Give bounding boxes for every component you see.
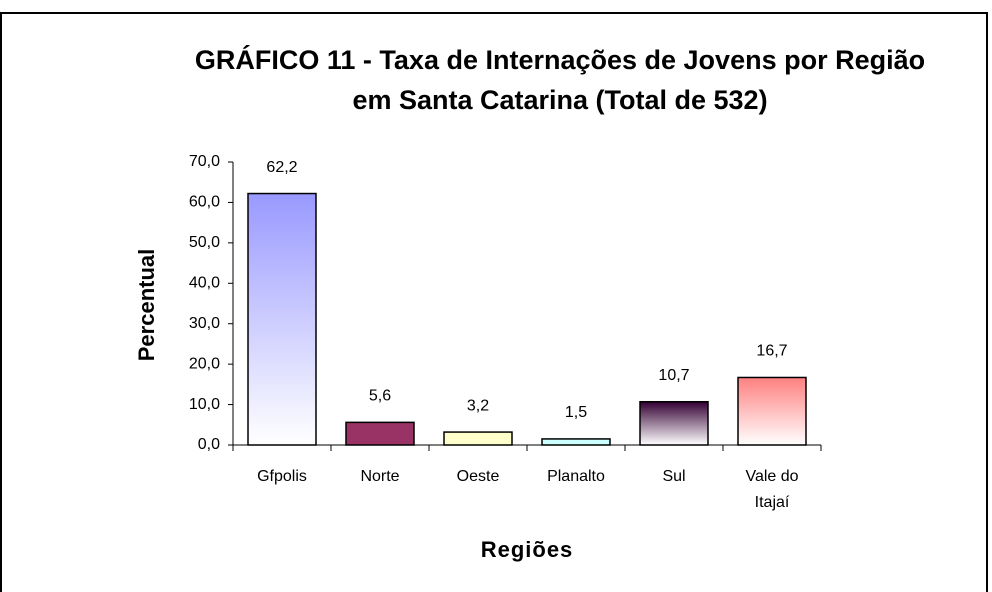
y-tick-label: 50,0 (189, 234, 220, 251)
bar (639, 400, 709, 446)
y-tick-label: 60,0 (189, 194, 220, 211)
bar (737, 376, 807, 446)
data-label: 10,7 (658, 367, 689, 384)
x-tick-label: Sul (662, 468, 686, 485)
chart-title: GRÁFICO 11 - Taxa de Internações de Jove… (194, 45, 926, 115)
y-tick-label: 40,0 (189, 275, 220, 292)
y-tick-label: 0,0 (198, 436, 220, 453)
data-label: 62,2 (266, 159, 297, 176)
x-tick-label: Norte (360, 468, 400, 485)
bar (443, 431, 513, 446)
y-tick-label: 10,0 (189, 396, 220, 413)
y-axis-label: Percentual (134, 249, 159, 362)
bar (247, 192, 317, 446)
x-tick-label: Vale do Itajaí (745, 468, 799, 511)
data-label: 3,2 (467, 397, 489, 414)
bar (541, 438, 611, 446)
frame (0, 12, 988, 592)
x-tick-label: Gfpolis (257, 468, 307, 485)
x-axis-label: Regiões (480, 537, 574, 562)
data-label: 5,6 (369, 388, 391, 405)
x-tick-label: Oeste (456, 468, 500, 485)
bar (345, 421, 415, 446)
data-label: 1,5 (565, 404, 587, 421)
data-label: 16,7 (756, 343, 787, 360)
y-tick-label: 20,0 (189, 355, 220, 372)
x-tick-label: Planalto (547, 468, 605, 485)
y-tick-label: 30,0 (189, 315, 220, 332)
y-tick-label: 70,0 (189, 153, 220, 170)
